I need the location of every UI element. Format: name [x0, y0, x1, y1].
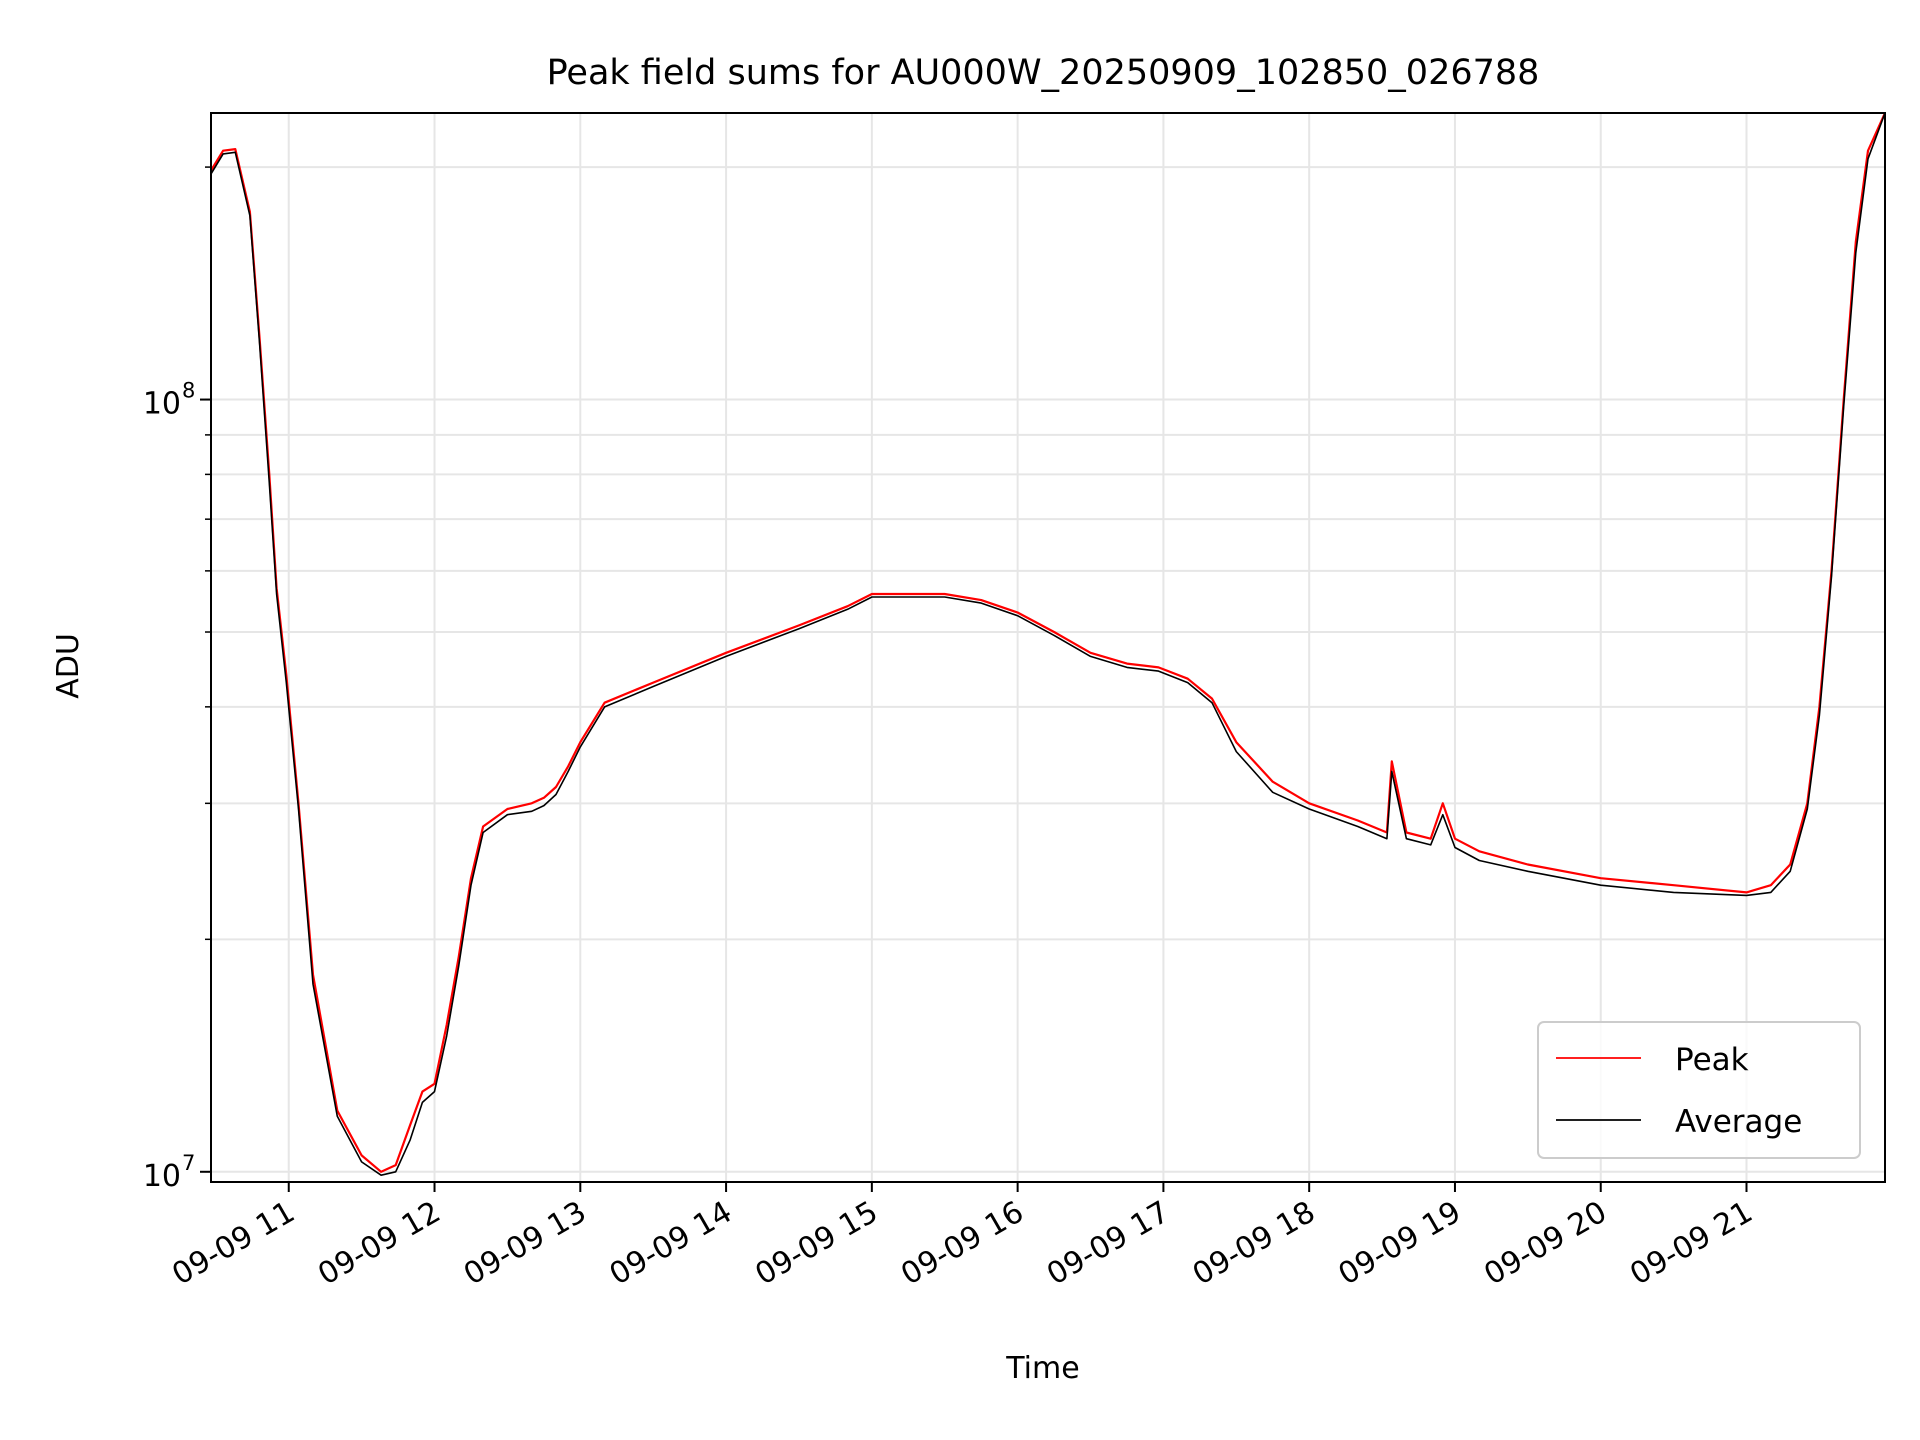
grid-lines [211, 113, 1885, 1182]
y-tick-exponent-1: 8 [182, 379, 195, 403]
y-tick-exponent-0: 7 [182, 1151, 195, 1175]
series-line-average [210, 112, 1886, 1176]
y-tick-label-0: 10 [143, 1159, 181, 1194]
legend-label-average: Average [1675, 1104, 1802, 1140]
series-line-peak [210, 112, 1887, 1173]
legend-label-peak: Peak [1675, 1042, 1749, 1078]
chart-title: Peak field sums for AU000W_20250909_1028… [547, 53, 1540, 93]
axes-frame [210, 112, 1886, 1183]
legend-box [1537, 1021, 1861, 1159]
legend: Peak Average [1537, 1021, 1861, 1159]
series-layer [210, 112, 1887, 1176]
y-tick-label-1: 10 [143, 387, 181, 422]
x-axis-label: Time [1005, 1351, 1079, 1386]
y-axis-label: ADU [51, 633, 86, 699]
